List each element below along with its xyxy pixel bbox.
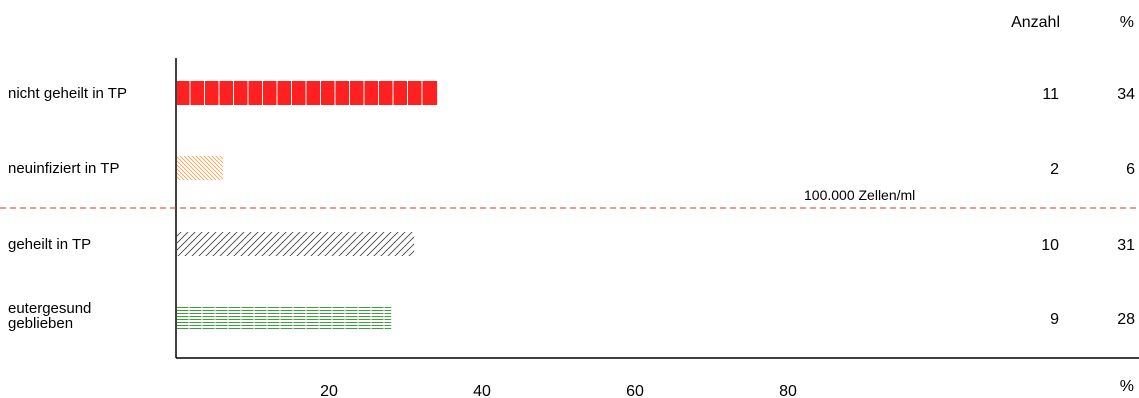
category-label: nicht geheilt in TP [8, 85, 127, 102]
percent-value: 34 [1117, 86, 1135, 103]
bar-2 [177, 232, 415, 256]
count-value: 11 [1042, 86, 1059, 103]
x-tick-label: 80 [779, 383, 797, 398]
x-axis-label: % [1120, 378, 1134, 395]
bar-1 [177, 156, 223, 180]
count-column-header: Anzahl [1011, 14, 1060, 31]
bar-3 [177, 306, 392, 330]
category-label: geblieben [8, 315, 73, 332]
category-label: neuinfiziert in TP [8, 160, 119, 177]
x-tick-label: 20 [320, 383, 338, 398]
category-label: geheilt in TP [8, 236, 91, 253]
percent-value: 6 [1126, 161, 1135, 178]
count-value: 9 [1050, 311, 1059, 328]
x-tick-label: 40 [473, 383, 491, 398]
threshold-label: 100.000 Zellen/ml [804, 187, 915, 203]
percent-value: 28 [1117, 311, 1135, 328]
count-value: 10 [1041, 237, 1059, 254]
x-tick-label: 60 [626, 383, 644, 398]
bar-0 [177, 81, 438, 105]
category-label: eutergesund [8, 300, 91, 317]
percent-column-header: % [1120, 14, 1134, 31]
percent-value: 31 [1117, 237, 1135, 254]
count-value: 2 [1050, 161, 1059, 178]
